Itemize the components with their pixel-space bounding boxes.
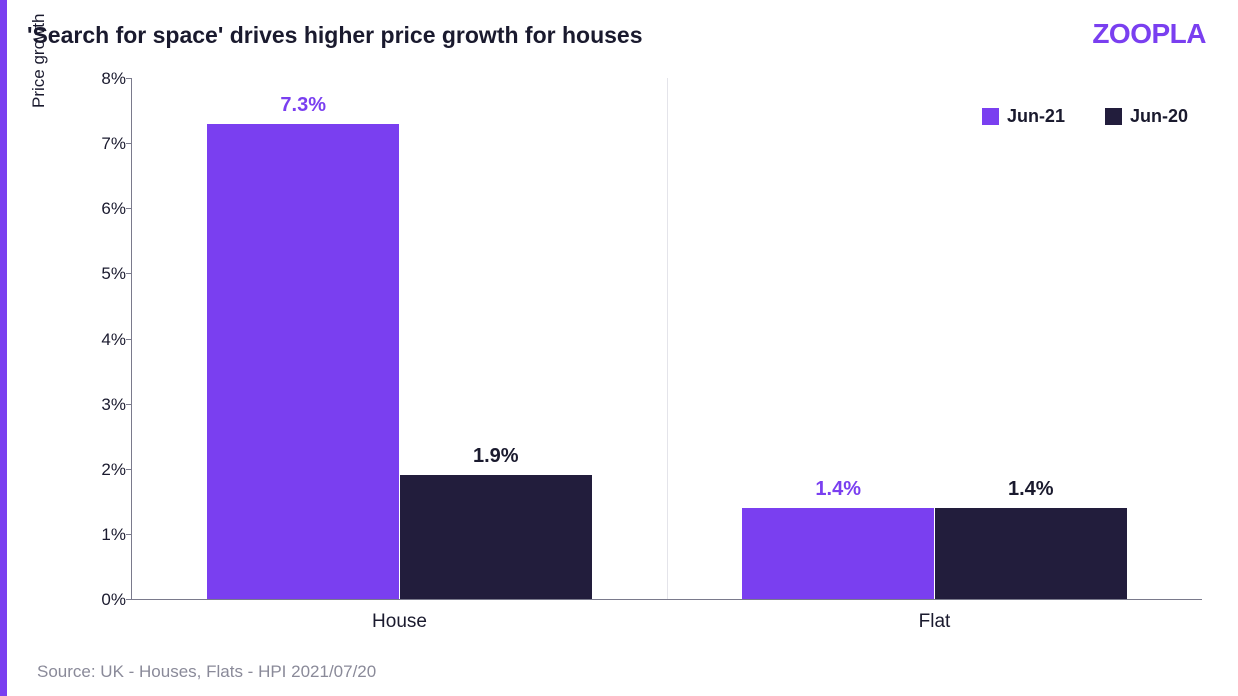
legend-swatch [1105, 108, 1122, 125]
bar-value-label: 1.9% [400, 445, 593, 468]
source-text: Source: UK - Houses, Flats - HPI 2021/07… [37, 662, 376, 682]
y-tick-label: 5% [88, 264, 126, 284]
bar: 1.9% [400, 475, 593, 599]
y-tick-label: 0% [88, 590, 126, 610]
category-label: House [372, 611, 427, 633]
bar-value-label: 1.4% [742, 478, 935, 501]
y-tick: 0% [132, 599, 1202, 600]
category-label: Flat [919, 611, 951, 633]
legend-swatch [982, 108, 999, 125]
bar-value-label: 7.3% [207, 94, 400, 117]
bar-value-label: 1.4% [935, 478, 1128, 501]
y-tick-label: 8% [88, 69, 126, 89]
brand-logo: ZOOPLA [1092, 18, 1206, 50]
legend-item: Jun-21 [982, 106, 1065, 127]
y-tick-label: 4% [88, 330, 126, 350]
y-tick-label: 6% [88, 199, 126, 219]
v-gridline [667, 78, 668, 599]
y-tick-label: 2% [88, 460, 126, 480]
bar: 7.3% [207, 124, 400, 599]
bar: 1.4% [742, 508, 935, 599]
legend-label: Jun-20 [1130, 106, 1188, 127]
y-tick-label: 7% [88, 134, 126, 154]
y-tick-label: 1% [88, 525, 126, 545]
bar: 1.4% [935, 508, 1128, 599]
legend-item: Jun-20 [1105, 106, 1188, 127]
chart-title: 'Search for space' drives higher price g… [27, 22, 1210, 49]
legend-label: Jun-21 [1007, 106, 1065, 127]
plot-area: 0%1%2%3%4%5%6%7%8%House7.3%1.9%Flat1.4%1… [131, 78, 1202, 600]
legend: Jun-21 Jun-20 [982, 106, 1188, 127]
y-tick-label: 3% [88, 395, 126, 415]
y-axis-label: Price growth [29, 14, 49, 108]
chart-area: Price growth 0%1%2%3%4%5%6%7%8%House7.3%… [39, 68, 1206, 638]
